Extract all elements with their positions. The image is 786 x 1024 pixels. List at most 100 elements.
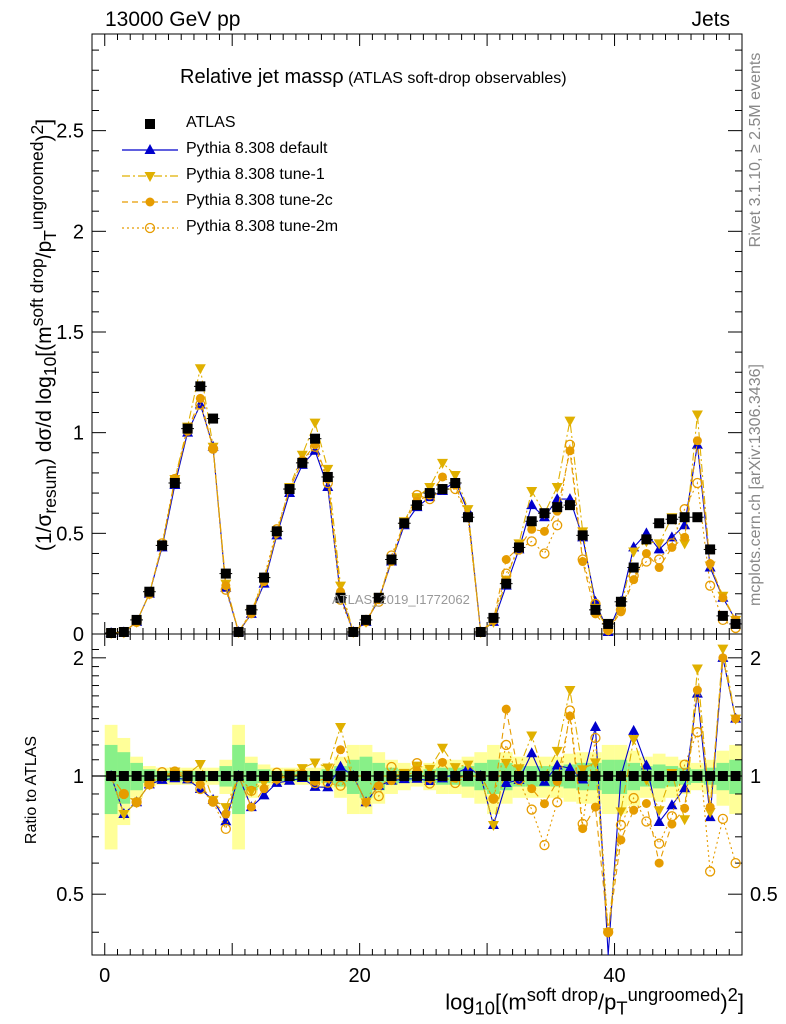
ratio-y-tick-label-right: 2 xyxy=(750,648,761,670)
data-point xyxy=(628,562,639,573)
ratio-y-tick-label: 1 xyxy=(73,766,84,788)
data-point xyxy=(564,500,575,511)
collision-label: 13000 GeV pp xyxy=(105,8,241,31)
data-point xyxy=(552,502,563,513)
x-axis-label: log10[(msoft drop/pTungroomed)2] xyxy=(445,984,744,1019)
data-point xyxy=(616,835,626,845)
series-pythia-8-308-tune-1 xyxy=(105,364,742,939)
data-point xyxy=(220,771,231,782)
data-point xyxy=(552,771,563,782)
data-point xyxy=(513,764,525,775)
data-point xyxy=(208,413,219,424)
data-point xyxy=(717,771,728,782)
data-point xyxy=(259,771,270,782)
data-point xyxy=(526,804,537,815)
data-point xyxy=(259,572,270,583)
data-point xyxy=(589,720,601,731)
data-point xyxy=(730,857,741,869)
data-point xyxy=(615,596,626,607)
data-point xyxy=(705,559,715,569)
data-point xyxy=(691,410,703,421)
process-label: Jets xyxy=(691,8,730,31)
data-point xyxy=(590,732,601,744)
data-point xyxy=(145,197,155,207)
data-point xyxy=(207,443,219,454)
data-point xyxy=(373,771,384,782)
legend-label: Pythia 8.308 default xyxy=(186,140,328,157)
data-point xyxy=(220,568,231,579)
data-point xyxy=(437,484,448,495)
data-point xyxy=(399,771,410,782)
y-axis-label: (1/σresum) dσ/d log10[(msoft drop/pTungr… xyxy=(26,118,61,552)
data-point xyxy=(436,458,448,469)
data-point xyxy=(564,685,576,696)
data-point xyxy=(526,747,538,758)
data-point xyxy=(284,771,295,782)
data-point xyxy=(297,771,308,782)
data-point xyxy=(207,796,219,807)
data-point xyxy=(717,813,729,825)
y-tick-label: 2.5 xyxy=(56,121,84,143)
data-point xyxy=(195,381,206,392)
legend-label: Pythia 8.308 tune-2m xyxy=(186,218,339,235)
data-point xyxy=(667,819,677,829)
data-point xyxy=(501,555,511,565)
data-point xyxy=(220,823,231,835)
data-point xyxy=(412,771,422,782)
data-point xyxy=(513,771,524,782)
data-point xyxy=(501,578,512,589)
data-point xyxy=(577,554,588,565)
data-point xyxy=(615,807,627,818)
data-point xyxy=(666,538,678,549)
data-point xyxy=(411,758,423,769)
data-point xyxy=(373,790,384,802)
data-point xyxy=(731,714,741,724)
data-point xyxy=(552,797,563,808)
data-point xyxy=(513,542,524,553)
data-point xyxy=(335,592,346,603)
series-line xyxy=(111,396,737,634)
data-point xyxy=(309,758,321,769)
data-point xyxy=(564,705,576,716)
rivet-version-note: Rivet 3.1.10, ≥ 2.5M events xyxy=(747,52,764,248)
data-point xyxy=(628,792,639,804)
data-point xyxy=(309,780,321,791)
data-point xyxy=(679,512,690,523)
data-point xyxy=(500,758,512,769)
data-point xyxy=(603,618,614,629)
data-point xyxy=(704,866,716,877)
data-point xyxy=(106,627,117,638)
data-point xyxy=(539,771,550,782)
data-point xyxy=(488,771,499,782)
data-point xyxy=(539,548,550,559)
y-tick-label: 0 xyxy=(73,624,84,646)
data-point xyxy=(118,810,130,821)
data-point xyxy=(157,540,168,551)
data-point xyxy=(628,547,640,558)
data-point xyxy=(539,799,549,809)
data-point xyxy=(131,797,142,808)
data-point xyxy=(679,539,691,550)
data-point xyxy=(437,771,448,782)
data-point xyxy=(692,771,703,782)
data-point xyxy=(603,771,614,782)
data-point xyxy=(603,927,613,937)
data-point xyxy=(680,803,690,813)
data-point xyxy=(526,487,538,498)
data-point xyxy=(641,799,651,809)
data-point xyxy=(194,364,206,375)
ratio-y-tick-label-right: 1 xyxy=(750,766,761,788)
data-point xyxy=(641,816,652,827)
data-point xyxy=(450,771,461,782)
data-point xyxy=(322,763,334,774)
data-point xyxy=(144,222,156,234)
data-point xyxy=(462,505,474,516)
data-point xyxy=(195,783,206,795)
data-point xyxy=(501,739,512,751)
data-point xyxy=(666,771,677,782)
data-point xyxy=(246,785,257,796)
data-point xyxy=(271,526,282,537)
data-point xyxy=(475,771,486,782)
data-point xyxy=(106,771,117,782)
data-point xyxy=(615,771,626,782)
